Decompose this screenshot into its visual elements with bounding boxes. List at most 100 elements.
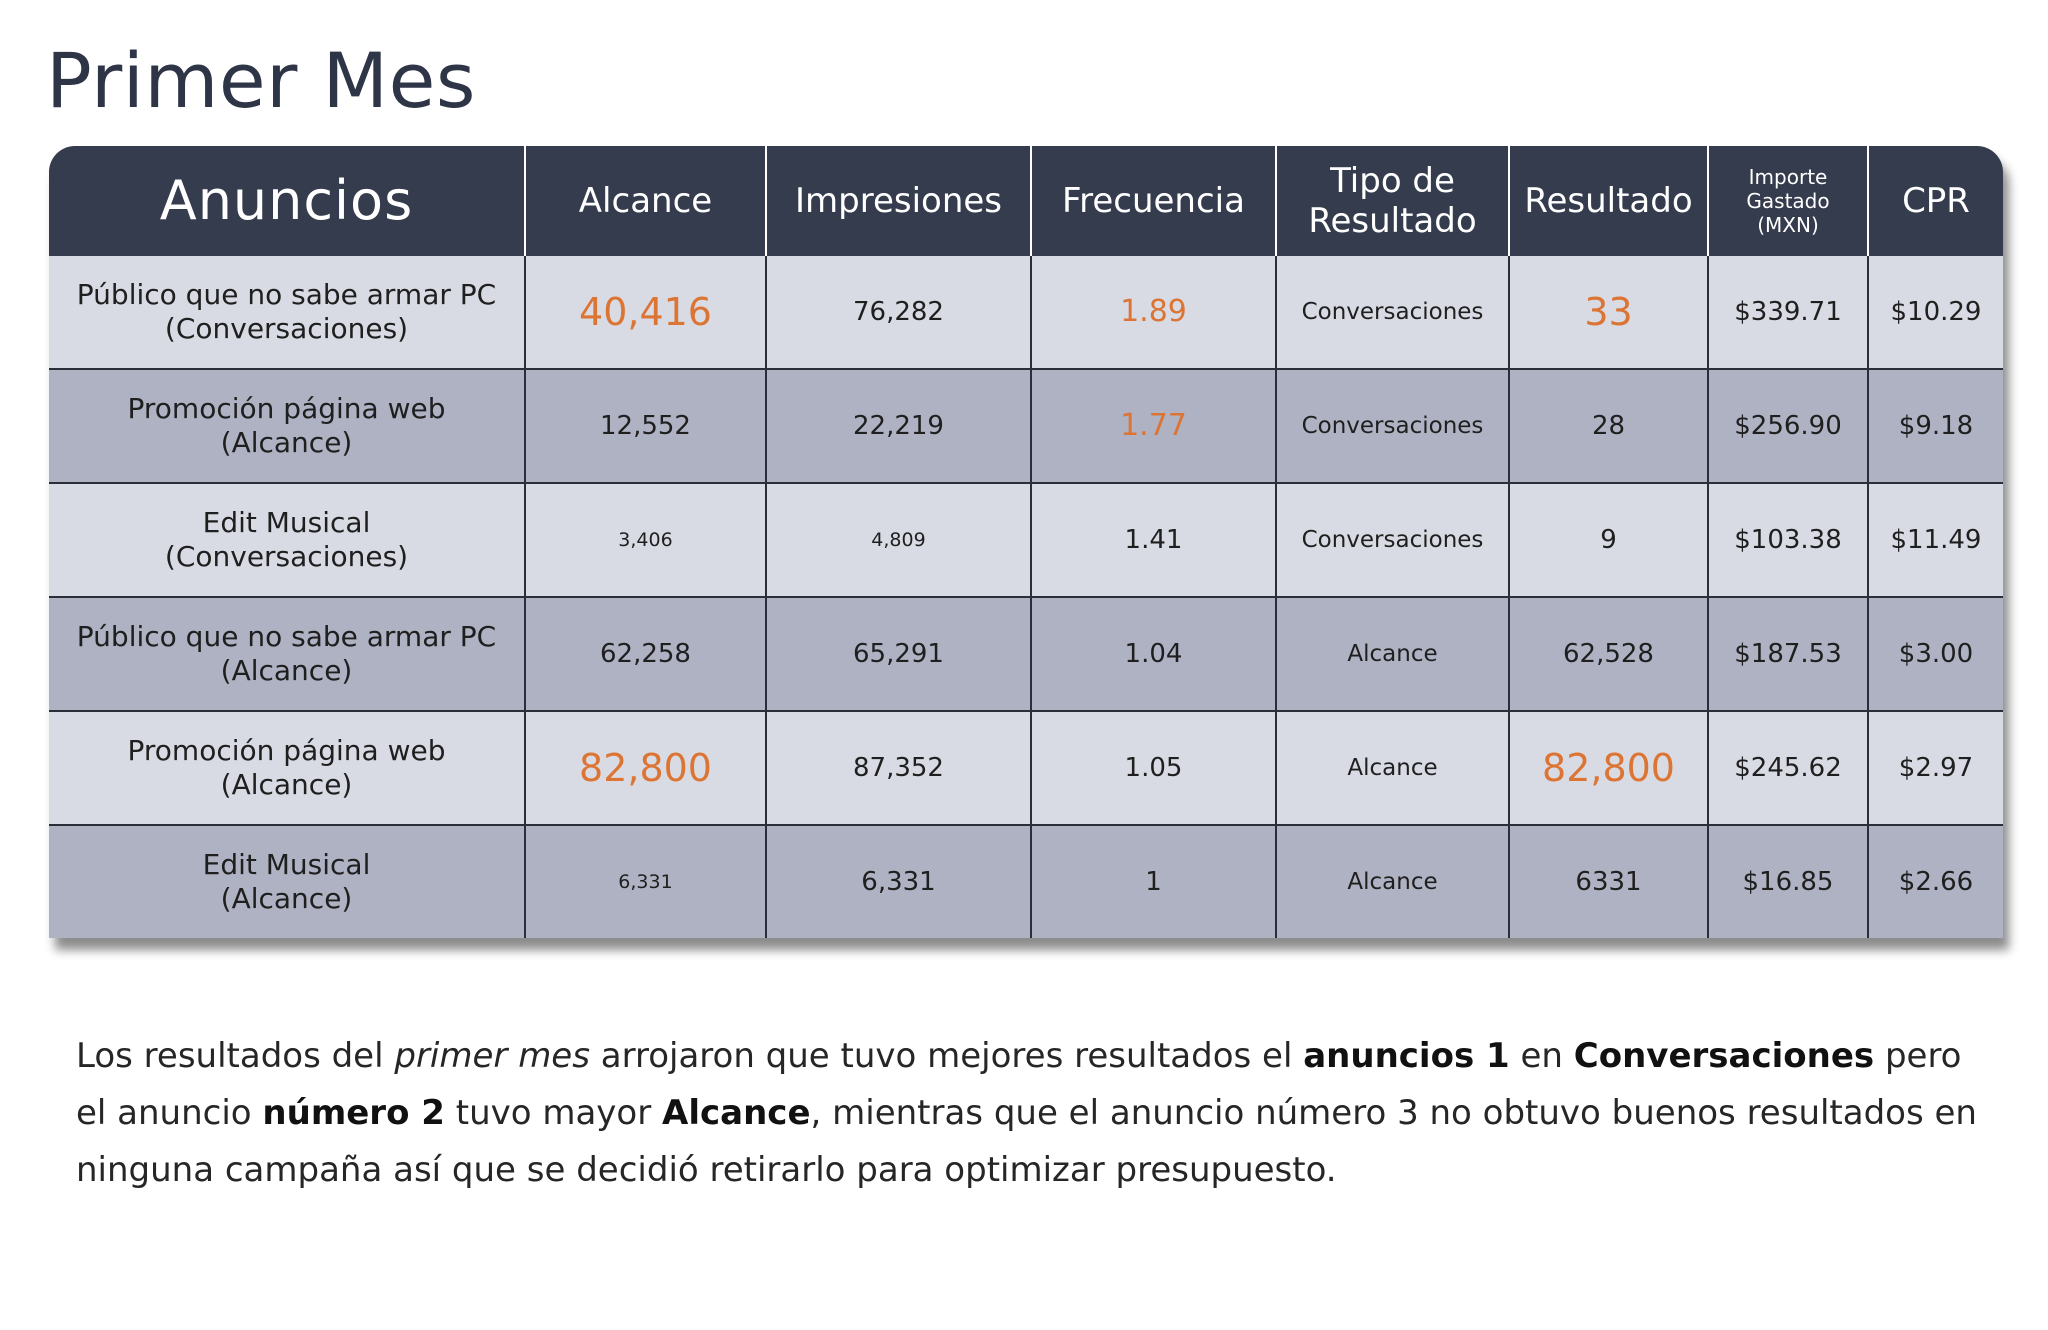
ad-name: Promoción página web — [127, 733, 446, 767]
tipo-resultado-cell: Conversaciones — [1275, 367, 1509, 483]
header-frecuencia: Frecuencia — [1030, 146, 1276, 256]
header-alcance-text: Alcance — [578, 181, 713, 221]
frecuencia-cell: 1.77 — [1030, 367, 1276, 483]
ads-results-table: Anuncios Alcance Impresiones Frecuencia … — [49, 146, 2003, 938]
table-row: Público que no sabe armar PC (Conversaci… — [49, 256, 2003, 369]
summary-emphasis-primer-mes: primer mes — [394, 1036, 590, 1076]
summary-paragraph: Los resultados del primer mes arrojaron … — [76, 1028, 1996, 1199]
header-resultado: Resultado — [1508, 146, 1708, 256]
ad-name-cell: Promoción página web (Alcance) — [49, 709, 525, 825]
tipo-resultado-cell: Conversaciones — [1275, 481, 1509, 597]
resultado-cell: 62,528 — [1508, 595, 1708, 711]
resultado-cell: 9 — [1508, 481, 1708, 597]
resultado-cell: 28 — [1508, 367, 1708, 483]
importe-cell: $256.90 — [1707, 367, 1868, 483]
alcance-cell: 62,258 — [524, 595, 766, 711]
header-impresiones-text: Impresiones — [794, 181, 1003, 221]
ad-objective: (Alcance) — [220, 425, 353, 459]
header-importe-line1: Importe — [1748, 165, 1828, 189]
header-importe-gastado: Importe Gastado (MXN) — [1707, 146, 1868, 256]
ad-name-cell: Público que no sabe armar PC (Alcance) — [49, 595, 525, 711]
cpr-cell: $3.00 — [1867, 595, 2003, 711]
page-title: Primer Mes — [46, 36, 476, 125]
header-cpr: CPR — [1867, 146, 2003, 256]
summary-text: tuvo mayor — [444, 1093, 663, 1133]
impresiones-cell: 76,282 — [765, 256, 1031, 369]
table-header-row: Anuncios Alcance Impresiones Frecuencia … — [49, 146, 2003, 256]
header-tipo-line1: Tipo de — [1330, 161, 1455, 201]
cpr-cell: $10.29 — [1867, 256, 2003, 369]
header-anuncios: Anuncios — [49, 146, 525, 256]
table-row: Promoción página web (Alcance) 12,552 22… — [49, 367, 2003, 483]
ad-name-cell: Promoción página web (Alcance) — [49, 367, 525, 483]
ad-name: Público que no sabe armar PC — [76, 619, 497, 653]
ad-name-cell: Público que no sabe armar PC (Conversaci… — [49, 256, 525, 369]
summary-text: pero el anuncio — [76, 1036, 1962, 1133]
ad-objective: (Conversaciones) — [164, 311, 409, 345]
frecuencia-cell: 1.04 — [1030, 595, 1276, 711]
impresiones-cell: 65,291 — [765, 595, 1031, 711]
tipo-resultado-cell: Alcance — [1275, 595, 1509, 711]
tipo-resultado-cell: Alcance — [1275, 823, 1509, 938]
frecuencia-cell: 1.05 — [1030, 709, 1276, 825]
table-row: Público que no sabe armar PC (Alcance) 6… — [49, 595, 2003, 711]
cpr-cell: $11.49 — [1867, 481, 2003, 597]
ad-objective: (Conversaciones) — [164, 539, 409, 573]
resultado-cell: 82,800 — [1508, 709, 1708, 825]
cpr-cell: $9.18 — [1867, 367, 2003, 483]
header-impresiones: Impresiones — [765, 146, 1031, 256]
header-resultado-text: Resultado — [1524, 181, 1693, 221]
importe-cell: $187.53 — [1707, 595, 1868, 711]
summary-text: arrojaron que tuvo mejores resultados el — [589, 1036, 1304, 1076]
importe-cell: $245.62 — [1707, 709, 1868, 825]
cpr-cell: $2.97 — [1867, 709, 2003, 825]
ad-objective: (Alcance) — [220, 881, 353, 915]
summary-text: en — [1509, 1036, 1574, 1076]
header-importe-line2: Gastado — [1746, 189, 1830, 213]
importe-cell: $16.85 — [1707, 823, 1868, 938]
table-row: Promoción página web (Alcance) 82,800 87… — [49, 709, 2003, 825]
tipo-resultado-cell: Conversaciones — [1275, 256, 1509, 369]
cpr-cell: $2.66 — [1867, 823, 2003, 938]
summary-text: Los resultados del — [76, 1036, 395, 1076]
alcance-cell: 82,800 — [524, 709, 766, 825]
header-anuncios-text: Anuncios — [159, 169, 414, 232]
results-table-container: Anuncios Alcance Impresiones Frecuencia … — [49, 146, 2003, 938]
ad-name: Edit Musical — [202, 505, 371, 539]
header-tipo-resultado: Tipo de Resultado — [1275, 146, 1509, 256]
impresiones-cell: 4,809 — [765, 481, 1031, 597]
impresiones-cell: 87,352 — [765, 709, 1031, 825]
impresiones-cell: 22,219 — [765, 367, 1031, 483]
ad-objective: (Alcance) — [220, 653, 353, 687]
impresiones-cell: 6,331 — [765, 823, 1031, 938]
importe-cell: $339.71 — [1707, 256, 1868, 369]
alcance-cell: 6,331 — [524, 823, 766, 938]
ad-name-cell: Edit Musical (Conversaciones) — [49, 481, 525, 597]
header-alcance: Alcance — [524, 146, 766, 256]
resultado-cell: 6331 — [1508, 823, 1708, 938]
summary-bold-conversaciones: Conversaciones — [1573, 1036, 1875, 1076]
ad-name: Edit Musical — [202, 847, 371, 881]
header-frecuencia-text: Frecuencia — [1062, 181, 1245, 221]
ad-name-cell: Edit Musical (Alcance) — [49, 823, 525, 938]
alcance-cell: 40,416 — [524, 256, 766, 369]
header-importe-line3: (MXN) — [1757, 213, 1819, 237]
frecuencia-cell: 1 — [1030, 823, 1276, 938]
ad-objective: (Alcance) — [220, 767, 353, 801]
frecuencia-cell: 1.89 — [1030, 256, 1276, 369]
importe-cell: $103.38 — [1707, 481, 1868, 597]
tipo-resultado-cell: Alcance — [1275, 709, 1509, 825]
header-cpr-text: CPR — [1902, 181, 1970, 221]
ad-name: Público que no sabe armar PC — [76, 277, 497, 311]
frecuencia-cell: 1.41 — [1030, 481, 1276, 597]
table-row: Edit Musical (Alcance) 6,331 6,331 1 Alc… — [49, 823, 2003, 938]
alcance-cell: 3,406 — [524, 481, 766, 597]
alcance-cell: 12,552 — [524, 367, 766, 483]
header-tipo-line2: Resultado — [1308, 201, 1477, 241]
table-row: Edit Musical (Conversaciones) 3,406 4,80… — [49, 481, 2003, 597]
summary-bold-alcance: Alcance — [662, 1093, 811, 1133]
summary-bold-anuncio-1: anuncios 1 — [1303, 1036, 1510, 1076]
ad-name: Promoción página web — [127, 391, 446, 425]
resultado-cell: 33 — [1508, 256, 1708, 369]
summary-text: , mientras que el anuncio número 3 no ob… — [76, 1093, 1977, 1190]
